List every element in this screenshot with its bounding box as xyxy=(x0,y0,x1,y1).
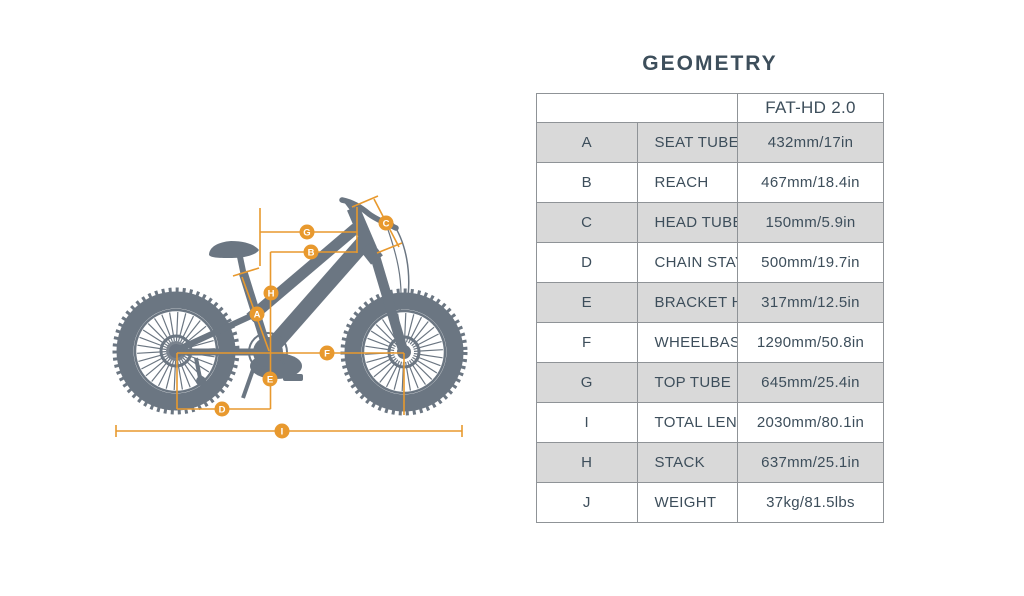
dimension-name: TOP TUBE xyxy=(636,362,738,403)
table-row: D CHAIN STAY 500mm/19.7in xyxy=(536,242,884,283)
saddle xyxy=(209,241,259,258)
dimension-letter: D xyxy=(536,242,638,283)
badge-letter: A xyxy=(254,310,261,321)
badge-letter: H xyxy=(268,289,275,300)
table-row: F WHEELBASE 1290mm/50.8in xyxy=(536,322,884,363)
dimension-letter: A xyxy=(536,122,638,163)
dimension-letter: E xyxy=(536,282,638,323)
badge-letter: F xyxy=(324,349,330,360)
table-row: H STACK 637mm/25.1in xyxy=(536,442,884,483)
badge-letter: I xyxy=(281,427,284,438)
dimension-name: BRACKET HEIGHT xyxy=(636,282,738,323)
brake-cable xyxy=(391,221,410,306)
dimension-letter: H xyxy=(536,442,638,483)
dimension-letter: B xyxy=(536,162,638,203)
dimension-value: 37kg/81.5lbs xyxy=(737,482,884,523)
dimension-value: 317mm/12.5in xyxy=(737,282,884,323)
badge-reach: B xyxy=(303,244,319,260)
kickstand xyxy=(241,363,257,399)
header-empty-cell xyxy=(536,93,738,123)
rear-derailleur xyxy=(196,376,206,386)
dimension-value: 150mm/5.9in xyxy=(737,202,884,243)
table-row: J WEIGHT 37kg/81.5lbs xyxy=(536,482,884,523)
dimension-name: SEAT TUBE xyxy=(636,122,738,163)
badge-total-length: I xyxy=(274,423,290,439)
badge-wheelbase: F xyxy=(319,345,335,361)
bike-geometry-diagram: G B C A H E F xyxy=(112,195,468,439)
table-row: E BRACKET HEIGHT 317mm/12.5in xyxy=(536,282,884,323)
dimension-letter: G xyxy=(536,362,638,403)
dimension-value: 2030mm/80.1in xyxy=(737,402,884,443)
dimension-letter: I xyxy=(536,402,638,443)
dimension-letter: J xyxy=(536,482,638,523)
dimension-name: WEIGHT xyxy=(636,482,738,523)
dimension-badges: G B C A H E F xyxy=(214,215,394,439)
dimension-value: 432mm/17in xyxy=(737,122,884,163)
model-name-header: FAT-HD 2.0 xyxy=(737,93,884,123)
badge-top-tube: G xyxy=(299,224,315,240)
badge-stack: H xyxy=(263,285,279,301)
badge-letter: D xyxy=(219,405,226,416)
badge-letter: G xyxy=(303,228,310,239)
geometry-table-container: FAT-HD 2.0 A SEAT TUBE 432mm/17in B REAC… xyxy=(536,93,884,523)
table-row: I TOTAL LENGTH 2030mm/80.1in xyxy=(536,402,884,443)
badge-head-tube: C xyxy=(378,215,394,231)
table-header-row: FAT-HD 2.0 xyxy=(536,93,884,123)
badge-chain-stay: D xyxy=(214,401,230,417)
table-row: B REACH 467mm/18.4in xyxy=(536,162,884,203)
dimension-name: REACH xyxy=(636,162,738,203)
badge-letter: B xyxy=(308,248,315,259)
dimension-name: CHAIN STAY xyxy=(636,242,738,283)
dimension-name: HEAD TUBE xyxy=(636,202,738,243)
table-row: A SEAT TUBE 432mm/17in xyxy=(536,122,884,163)
badge-letter: E xyxy=(267,375,273,386)
dimension-name: STACK xyxy=(636,442,738,483)
bike-frame xyxy=(175,197,410,399)
dimension-value: 500mm/19.7in xyxy=(737,242,884,283)
dimension-name: WHEELBASE xyxy=(636,322,738,363)
table-row: G TOP TUBE 645mm/25.4in xyxy=(536,362,884,403)
dimension-value: 637mm/25.1in xyxy=(737,442,884,483)
badge-bracket-height: E xyxy=(262,371,278,387)
table-row: C HEAD TUBE 150mm/5.9in xyxy=(536,202,884,243)
badge-letter: C xyxy=(383,219,390,230)
pedal xyxy=(283,374,303,381)
geometry-table: FAT-HD 2.0 A SEAT TUBE 432mm/17in B REAC… xyxy=(536,93,884,523)
dimension-value: 1290mm/50.8in xyxy=(737,322,884,363)
dimension-value: 645mm/25.4in xyxy=(737,362,884,403)
dimension-name: TOTAL LENGTH xyxy=(636,402,738,443)
dimension-letter: C xyxy=(536,202,638,243)
dimension-letter: F xyxy=(536,322,638,363)
page-title: GEOMETRY xyxy=(642,52,778,75)
badge-seat-tube: A xyxy=(249,306,265,322)
dimension-value: 467mm/18.4in xyxy=(737,162,884,203)
